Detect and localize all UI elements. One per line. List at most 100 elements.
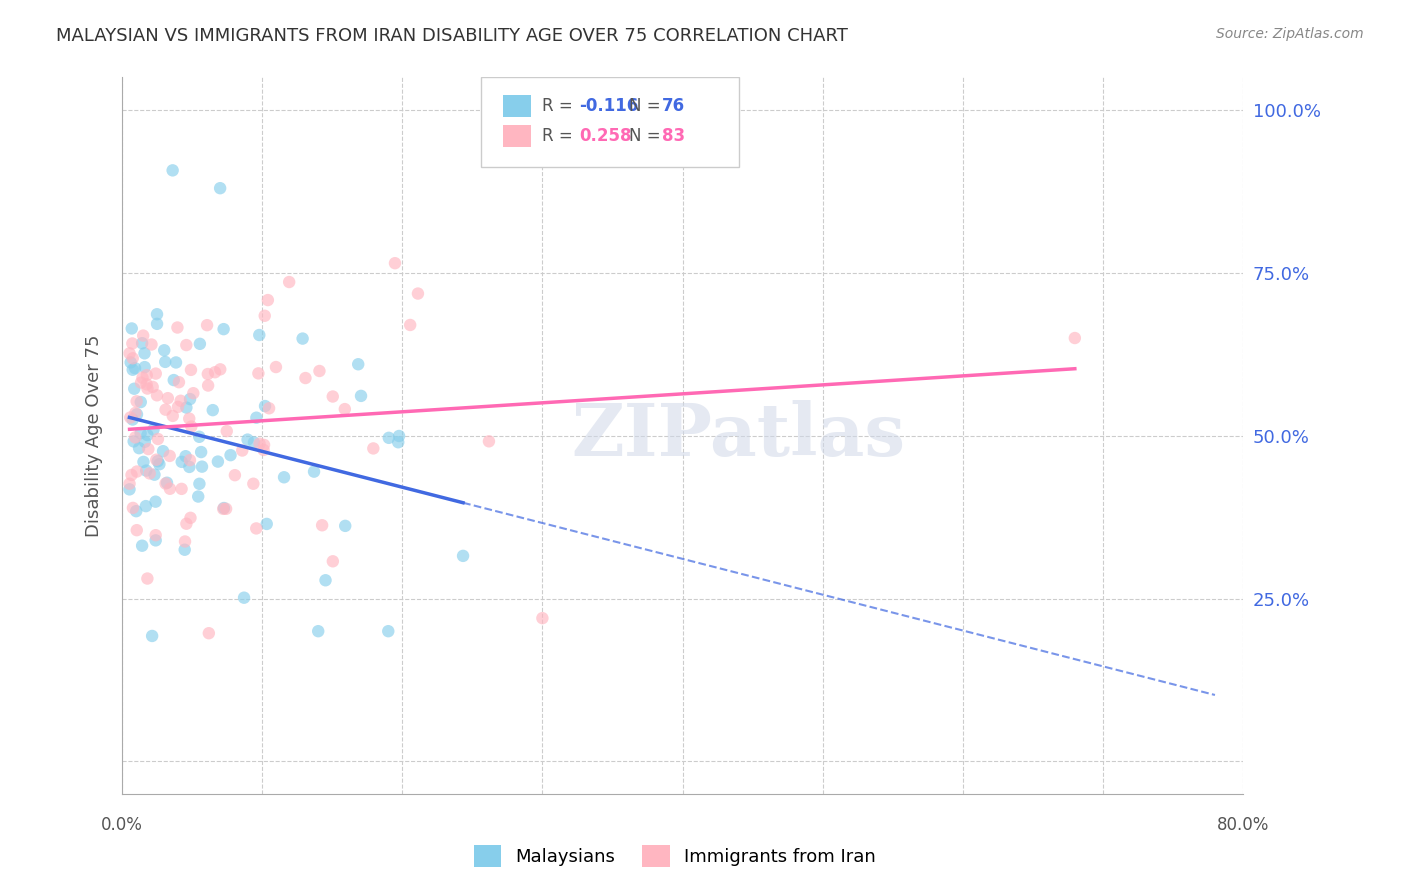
Point <box>179 392 201 406</box>
Point <box>197 367 219 381</box>
Point <box>204 365 226 379</box>
Point <box>122 382 145 396</box>
Point <box>166 320 188 334</box>
Point <box>302 465 325 479</box>
Point <box>155 476 177 491</box>
Point <box>190 445 212 459</box>
Point <box>136 428 159 442</box>
Point <box>167 400 190 414</box>
Point <box>180 419 202 434</box>
Point <box>291 332 314 346</box>
Point <box>278 275 301 289</box>
Point <box>253 438 276 452</box>
Point <box>257 401 280 416</box>
Point <box>333 402 356 417</box>
Point <box>141 337 163 351</box>
Text: R =: R = <box>543 128 578 145</box>
Point <box>142 423 165 437</box>
Point <box>145 452 167 467</box>
Point <box>143 467 166 482</box>
Point <box>167 375 190 389</box>
Point <box>215 424 238 438</box>
Point <box>121 336 143 351</box>
Point <box>163 373 186 387</box>
Point <box>231 443 253 458</box>
Point <box>212 501 235 516</box>
Text: R =: R = <box>543 97 578 115</box>
Point <box>146 317 169 331</box>
Point <box>363 442 385 456</box>
Point <box>170 482 193 496</box>
Point <box>188 430 211 444</box>
Point <box>132 455 155 469</box>
Point <box>174 534 197 549</box>
Point <box>129 395 152 409</box>
Point <box>215 501 238 516</box>
Point <box>135 377 157 392</box>
Point <box>145 533 167 548</box>
Point <box>350 389 373 403</box>
Point <box>122 500 145 515</box>
Point <box>212 322 235 336</box>
FancyBboxPatch shape <box>503 95 531 117</box>
Point <box>159 482 181 496</box>
Point <box>134 434 156 449</box>
FancyBboxPatch shape <box>481 78 738 167</box>
Point <box>120 355 142 369</box>
Text: 80.0%: 80.0% <box>1216 816 1270 834</box>
Point <box>173 542 195 557</box>
Point <box>245 521 267 535</box>
Point <box>247 328 270 343</box>
Point <box>212 501 235 516</box>
Point <box>209 362 232 376</box>
Point <box>378 431 401 445</box>
Point <box>322 390 344 404</box>
Point <box>145 528 167 542</box>
Text: N =: N = <box>628 97 665 115</box>
Point <box>153 343 176 358</box>
Point <box>188 336 211 351</box>
Point <box>257 293 280 307</box>
Point <box>131 370 153 384</box>
Point <box>169 393 191 408</box>
Point <box>118 476 141 491</box>
Point <box>188 476 211 491</box>
Point <box>388 429 411 443</box>
Point <box>207 454 229 468</box>
Point <box>181 386 204 401</box>
Point <box>347 357 370 371</box>
Point <box>152 444 174 458</box>
Point <box>242 476 264 491</box>
Point <box>118 346 141 360</box>
Point <box>162 163 184 178</box>
Point <box>273 470 295 484</box>
Point <box>377 624 399 639</box>
Point <box>197 378 219 392</box>
Point <box>124 406 146 420</box>
Point <box>247 367 270 381</box>
Point <box>198 626 221 640</box>
Point <box>125 408 148 422</box>
Point <box>132 328 155 343</box>
Point <box>478 434 501 449</box>
Point <box>129 376 152 390</box>
Point <box>243 435 266 450</box>
Point <box>174 449 197 463</box>
Point <box>146 432 169 446</box>
Point <box>156 475 179 490</box>
Point <box>125 504 148 518</box>
Point <box>135 499 157 513</box>
Point <box>125 394 148 409</box>
Point <box>134 360 156 375</box>
Point <box>138 467 160 481</box>
Point <box>145 367 167 381</box>
Point <box>233 591 256 605</box>
Point <box>180 363 202 377</box>
Point <box>148 457 170 471</box>
Point <box>406 286 429 301</box>
Point <box>125 465 148 479</box>
Point <box>122 434 145 449</box>
Point <box>201 403 224 417</box>
Point <box>156 391 179 405</box>
Point <box>146 307 169 321</box>
